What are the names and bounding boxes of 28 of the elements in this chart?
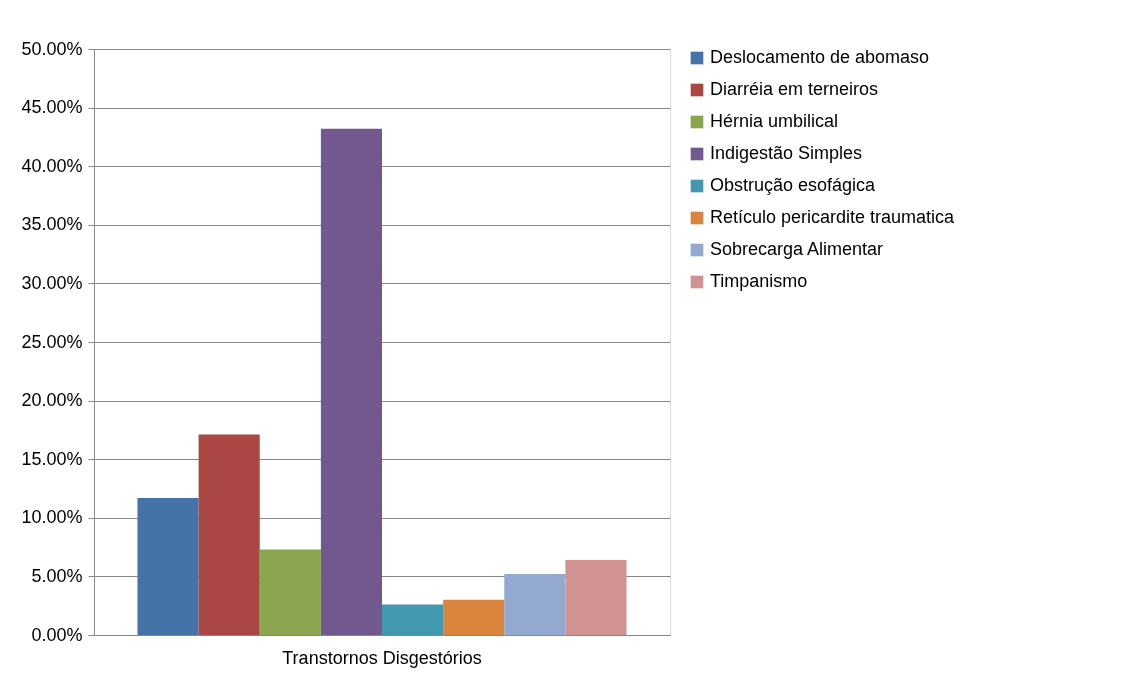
y-tick-label: 50.00% (21, 38, 83, 59)
legend-label: Obstrução esofágica (710, 175, 877, 195)
bar (259, 549, 321, 635)
legend-label: Deslocamento de abomaso (710, 47, 930, 67)
bar (504, 574, 566, 635)
legend-label: Indigestão Simples (710, 143, 863, 163)
legend-label: Retículo pericardite traumatica (710, 207, 956, 227)
y-tick-label: 10.00% (21, 507, 83, 528)
y-tick-label: 0.00% (31, 624, 83, 645)
legend-label: Sobrecarga Alimentar (710, 239, 884, 259)
bar (565, 559, 627, 635)
y-tick-label: 30.00% (21, 272, 83, 293)
y-tick-label: 35.00% (21, 214, 83, 235)
x-tick-label: Transtornos Disgestórios (282, 647, 482, 668)
legend-label: Timpanismo (710, 271, 808, 291)
y-tick-label: 5.00% (31, 565, 83, 586)
y-tick-label: 40.00% (21, 155, 83, 176)
bar (443, 599, 505, 635)
y-tick-label: 25.00% (21, 331, 83, 352)
bar (198, 434, 260, 635)
legend-label: Diarréia em terneiros (710, 79, 879, 99)
legend-label: Hérnia umbilical (710, 111, 839, 131)
y-tick-label: 20.00% (21, 390, 83, 411)
y-tick-label: 45.00% (21, 97, 83, 118)
y-tick-label: 15.00% (21, 448, 83, 469)
bar (382, 604, 444, 635)
bar (320, 128, 382, 635)
bar (137, 497, 199, 635)
